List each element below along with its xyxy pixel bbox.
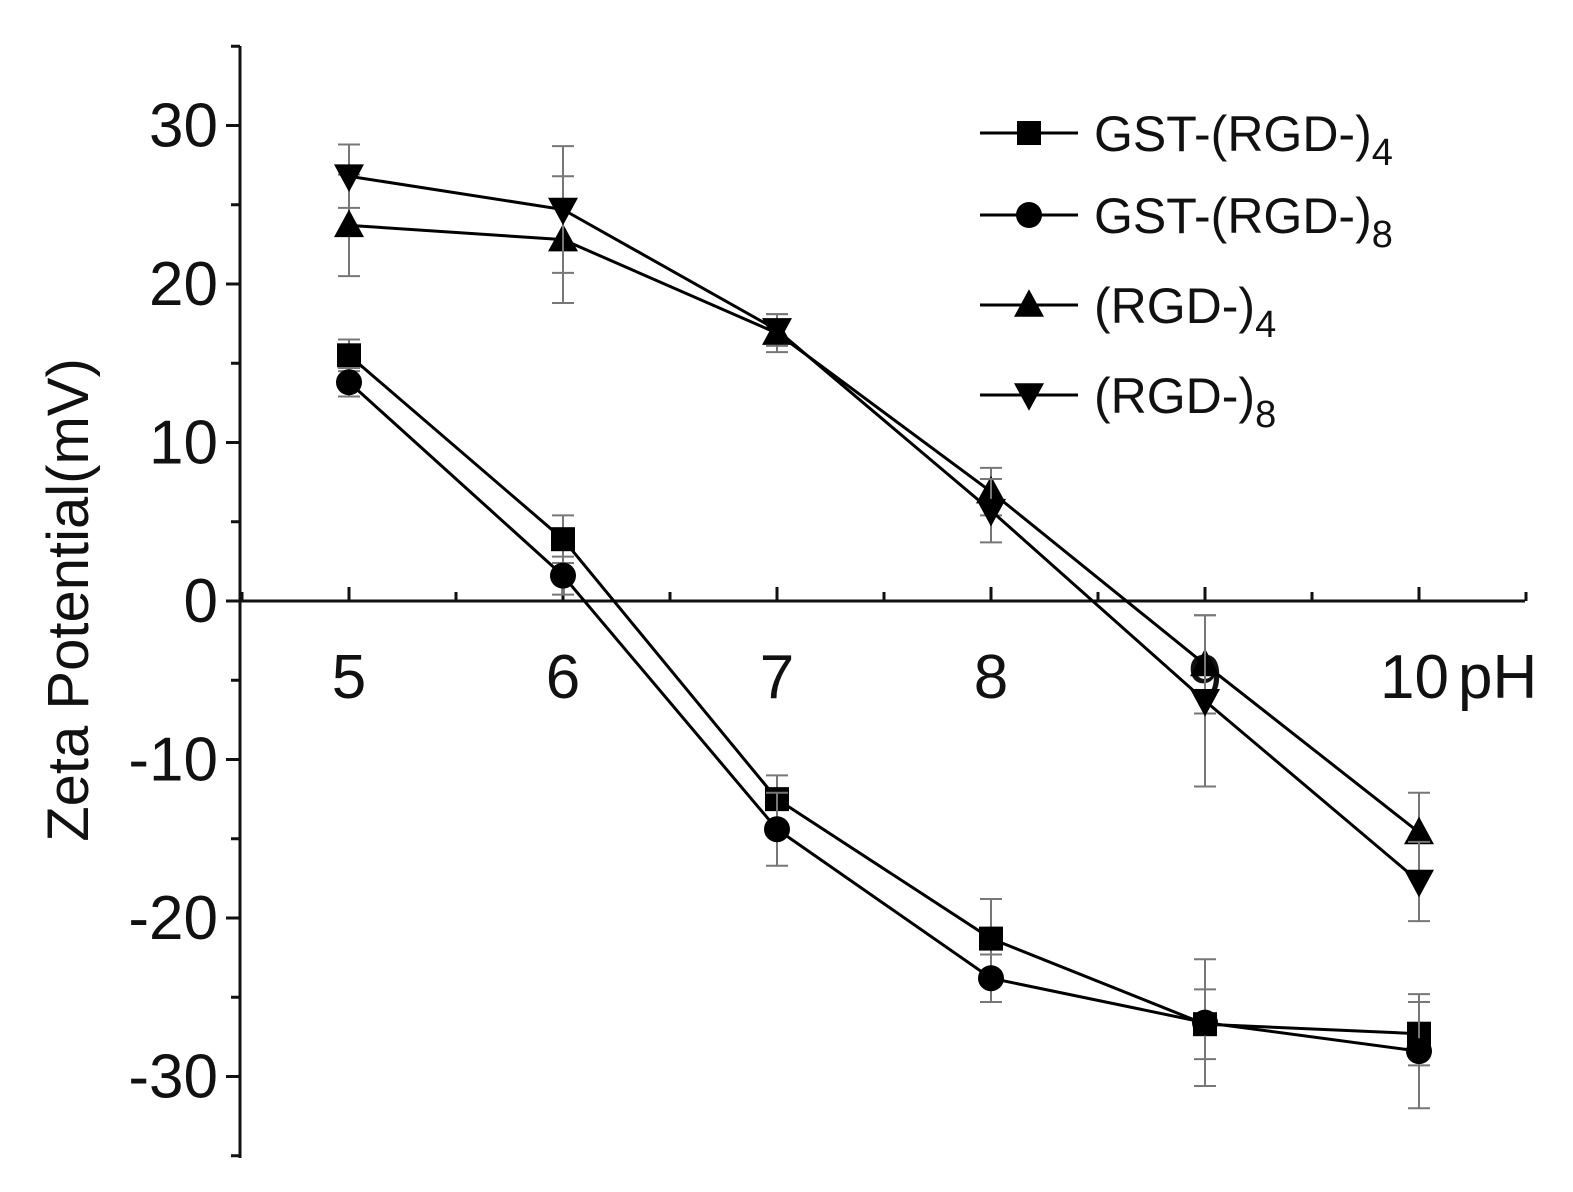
legend-marker [1017, 121, 1041, 145]
x-axis-title: pH [1458, 643, 1537, 712]
legend-item-1: GST-(RGD-)4 [980, 106, 1393, 174]
series-layer [334, 143, 1434, 1110]
y-tick-label: 0 [184, 567, 218, 636]
series-2 [336, 367, 1432, 1110]
legend-label: (RGD-)4 [1094, 278, 1276, 346]
x-tick-label: 8 [974, 643, 1008, 712]
data-point [976, 498, 1006, 527]
data-point [978, 965, 1004, 992]
x-tick-label: 6 [546, 643, 580, 712]
data-point [764, 816, 790, 843]
data-point [1192, 1009, 1218, 1036]
series-1 [337, 338, 1431, 1067]
legend-item-2: GST-(RGD-)8 [980, 188, 1393, 256]
x-tick-label: 7 [760, 643, 794, 712]
data-point [979, 926, 1003, 951]
data-point [762, 318, 792, 346]
data-point [336, 369, 362, 396]
legend-marker [1014, 289, 1044, 317]
x-tick-label: 5 [332, 643, 366, 712]
axis-ticks [226, 44, 1528, 1158]
legend-label: GST-(RGD-)4 [1094, 106, 1393, 174]
series-3 [334, 173, 1434, 874]
legend-label-subscript: 8 [1255, 394, 1276, 436]
legend-label-subscript: 8 [1372, 214, 1393, 256]
data-point [1404, 816, 1434, 845]
y-tick-label: 10 [149, 409, 218, 478]
data-point [337, 343, 361, 368]
series-4 [334, 143, 1434, 923]
x-tick-label: 10 [1380, 643, 1449, 712]
y-tick-label: 20 [149, 250, 218, 319]
legend-label: GST-(RGD-)8 [1094, 188, 1393, 256]
series-line [348, 223, 1420, 834]
data-point [334, 209, 364, 238]
legend-label: (RGD-)8 [1094, 368, 1276, 436]
data-point [334, 164, 364, 193]
legend-marker [1016, 202, 1042, 228]
legend-item-3: (RGD-)4 [980, 278, 1276, 346]
data-point [548, 197, 578, 226]
data-point [550, 562, 576, 589]
y-tick-label: 30 [149, 92, 218, 161]
series-line [348, 174, 1420, 883]
legend-item-4: (RGD-)8 [980, 368, 1276, 436]
data-point [1190, 689, 1220, 717]
data-point [551, 527, 575, 552]
y-tick-label: -30 [128, 1043, 218, 1112]
y-axis-title: Zeta Potential(mV) [36, 358, 101, 842]
data-point [1406, 1038, 1432, 1065]
series-line [348, 354, 1420, 1036]
legend: GST-(RGD-)4 GST-(RGD-)8 (RGD-)4 (RGD-)8 [980, 106, 1393, 436]
series-line [347, 381, 1420, 1053]
legend-label-subscript: 4 [1255, 304, 1276, 346]
data-point [1404, 869, 1434, 898]
legend-marker [1014, 383, 1044, 411]
y-tick-label: -20 [128, 884, 218, 953]
y-tick-label: -10 [128, 726, 218, 795]
legend-label-subscript: 4 [1372, 132, 1393, 174]
